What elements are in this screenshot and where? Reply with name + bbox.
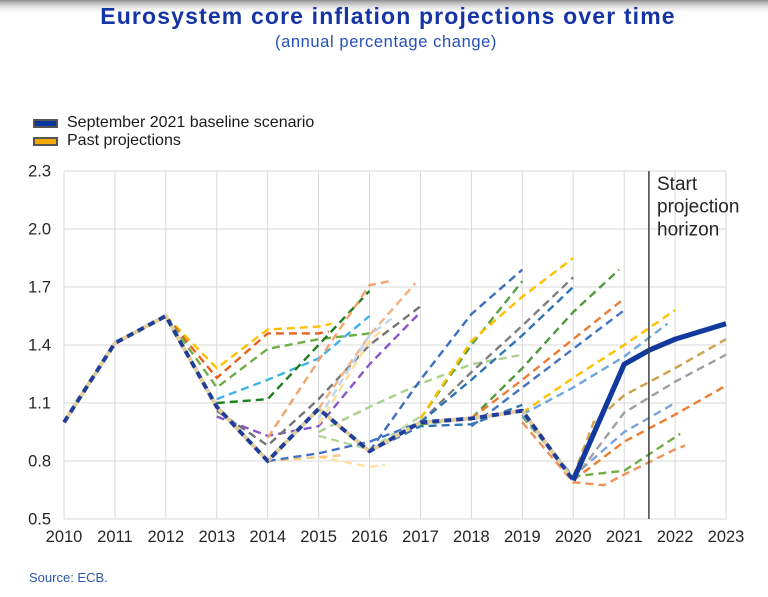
svg-text:2016: 2016 — [351, 528, 388, 546]
svg-text:2022: 2022 — [657, 528, 694, 546]
svg-text:2.0: 2.0 — [28, 221, 51, 239]
svg-text:2021: 2021 — [606, 528, 643, 546]
svg-text:2017: 2017 — [402, 528, 439, 546]
svg-text:Start: Start — [657, 174, 698, 195]
svg-text:2012: 2012 — [147, 528, 184, 546]
svg-text:projection: projection — [657, 197, 739, 218]
svg-text:2010: 2010 — [46, 528, 83, 546]
svg-text:2.3: 2.3 — [28, 163, 51, 181]
svg-text:2020: 2020 — [555, 528, 592, 546]
svg-text:2014: 2014 — [249, 528, 286, 546]
svg-text:0.8: 0.8 — [28, 453, 51, 471]
svg-text:2013: 2013 — [198, 528, 235, 546]
svg-text:0.5: 0.5 — [28, 511, 51, 529]
svg-text:2019: 2019 — [504, 528, 541, 546]
svg-text:1.4: 1.4 — [28, 337, 51, 355]
svg-text:2011: 2011 — [97, 528, 132, 546]
svg-text:1.7: 1.7 — [28, 279, 51, 297]
svg-text:horizon: horizon — [657, 219, 719, 240]
svg-text:1.1: 1.1 — [28, 395, 51, 413]
svg-text:2018: 2018 — [453, 528, 490, 546]
svg-text:2015: 2015 — [300, 528, 337, 546]
svg-text:2023: 2023 — [708, 528, 745, 546]
